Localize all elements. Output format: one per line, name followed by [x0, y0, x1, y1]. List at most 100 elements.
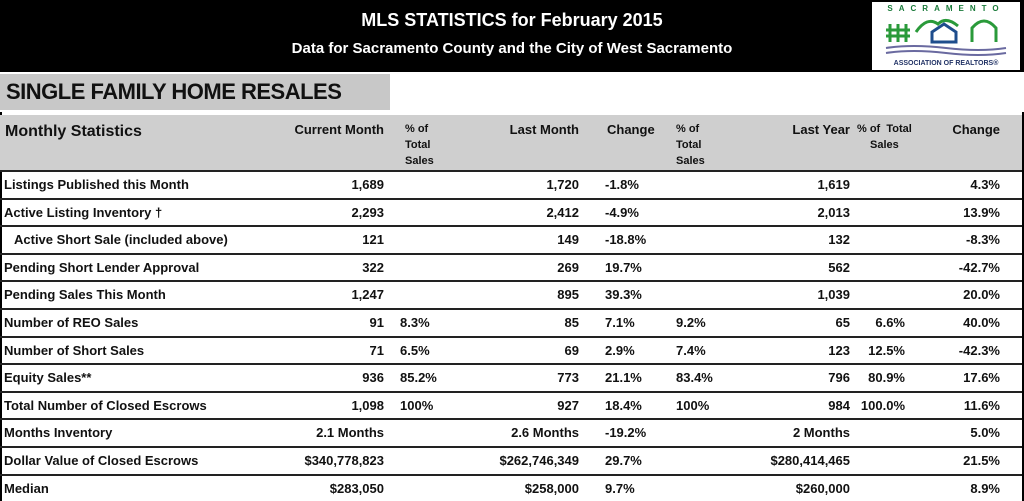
last-year-value: 562 — [828, 259, 850, 275]
col-header-pct-total-last-month: % of Total Sales — [676, 123, 705, 167]
row-label: Months Inventory — [4, 425, 113, 441]
change-vs-last-month: 19.7% — [605, 259, 642, 275]
last-year-pct-total: 12.5% — [868, 342, 905, 358]
last-year-pct-total: 6.6% — [875, 315, 905, 330]
row-label: Active Short Sale (included above) — [14, 232, 228, 248]
last-year-value: $280,414,465 — [770, 453, 850, 468]
row-label: Pending Short Lender Approval — [4, 259, 200, 275]
current-month-value: 71 — [369, 342, 384, 358]
change-vs-last-year: 17.6% — [963, 370, 1000, 386]
change-vs-last-year: 40.0% — [963, 315, 1000, 330]
change-vs-last-month: 18.4% — [605, 397, 642, 413]
current-month-value: 1,689 — [351, 177, 384, 192]
table-row: Pending Short Lender Approval 322 269 19.7%… — [0, 252, 1022, 280]
table-row: Total Number of Closed Escrows 1,098 100% 9… — [0, 390, 1022, 418]
row-label: Active Listing Inventory † — [4, 204, 163, 220]
col-header-change-last-year: Change — [952, 122, 1000, 137]
last-month-value: 85 — [564, 315, 579, 330]
row-label: Median — [4, 480, 49, 496]
change-vs-last-month: -19.2% — [605, 425, 647, 441]
row-label: Pending Sales This Month — [4, 287, 166, 303]
row-label: Equity Sales** — [4, 370, 92, 386]
change-vs-last-year: 13.9% — [963, 204, 1000, 220]
table-frame — [0, 112, 1024, 501]
last-month-value: 2.6 Months — [511, 425, 579, 441]
current-month-value: 1,098 — [351, 397, 384, 413]
table-row: Dollar Value of Closed Escrows $340,778,8… — [0, 446, 1022, 473]
report-subtitle: Data for Sacramento County and the City … — [291, 40, 733, 57]
section-title: SINGLE FAMILY HOME RESALES — [6, 79, 342, 104]
col-header-last-year: Last Year — [792, 122, 850, 137]
change-vs-last-year: 5.0% — [970, 425, 1000, 441]
last-year-value: 123 — [828, 342, 850, 358]
sacramento-realtors-logo: SACRAMENTO ASSOCIATION OF REALTORS® — [872, 2, 1020, 70]
table-row: Pending Sales This Month 1,247 895 39.3% 1,0… — [0, 280, 1022, 307]
last-month-pct-total: 9.2% — [676, 315, 706, 330]
last-month-value: 1,720 — [546, 177, 579, 192]
row-label: Dollar Value of Closed Escrows — [4, 453, 199, 468]
last-month-value: 927 — [557, 397, 579, 413]
change-vs-last-year: 20.0% — [963, 287, 1000, 303]
last-month-pct-total: 7.4% — [676, 342, 706, 358]
change-vs-last-month: -4.9% — [605, 204, 639, 220]
change-vs-last-month: -1.8% — [605, 177, 639, 192]
last-year-pct-total: 100.0% — [860, 397, 905, 413]
last-month-pct-total: 83.4% — [676, 370, 713, 386]
table-row: Listings Published this Month 1,689 1,720 -… — [0, 170, 1022, 197]
last-year-value: 984 — [828, 397, 850, 413]
section-title-box: SINGLE FAMILY HOME RESALES — [0, 74, 390, 110]
last-year-value: 1,619 — [817, 177, 850, 192]
current-month-value: 2,293 — [351, 204, 384, 220]
report-header: MLS STATISTICS for February 2015 Data fo… — [0, 0, 1024, 72]
col-header-pct-total-current: % of Total Sales — [405, 123, 434, 167]
last-month-value: 895 — [557, 287, 579, 303]
last-year-value: 2 Months — [792, 425, 850, 441]
table-row: Median $283,050 $258,000 9.7% $260,000 8.9% — [0, 473, 1022, 501]
last-year-value: 132 — [828, 232, 850, 248]
current-month-value: 1,247 — [351, 287, 384, 303]
last-month-value: 149 — [557, 232, 579, 248]
change-vs-last-year: 21.5% — [963, 453, 1000, 468]
table-row: Number of Short Sales 71 6.5% 69 2.9% 7.4% 123… — [0, 335, 1022, 363]
last-year-value: 796 — [828, 370, 850, 386]
table-header: Monthly Statistics Current Month % of To… — [0, 115, 1022, 170]
logo-skyline-icon — [885, 19, 1007, 56]
table-row: Equity Sales** 936 85.2% 773 21.1% 83.4% 796 80… — [0, 363, 1022, 390]
last-month-value: 773 — [557, 370, 579, 386]
change-vs-last-month: 7.1% — [605, 315, 635, 330]
change-vs-last-year: 4.3% — [970, 177, 1000, 192]
current-pct-total: 85.2% — [400, 370, 437, 386]
last-year-value: $260,000 — [795, 480, 850, 496]
change-vs-last-month: 9.7% — [605, 480, 635, 496]
col-header-label: Monthly Statistics — [5, 123, 142, 140]
table-row: Active Listing Inventory † 2,293 2,412 -4.9… — [0, 197, 1022, 225]
change-vs-last-year: -8.3% — [966, 232, 1000, 248]
last-year-value: 65 — [835, 315, 850, 330]
logo-bottom-text: ASSOCIATION OF REALTORS® — [893, 60, 999, 67]
change-vs-last-year: -42.7% — [958, 259, 1000, 275]
change-vs-last-month: 29.7% — [605, 453, 642, 468]
change-vs-last-month: -18.8% — [605, 232, 647, 248]
last-year-pct-total: 80.9% — [868, 370, 905, 386]
row-label: Listings Published this Month — [4, 177, 189, 192]
last-month-value: 2,412 — [546, 204, 579, 220]
current-month-value: 2.1 Months — [316, 425, 384, 441]
col-header-current-month: Current Month — [294, 122, 384, 137]
change-vs-last-year: -42.3% — [958, 342, 1000, 358]
table-row: Active Short Sale (included above) 121 149… — [0, 225, 1022, 252]
row-label: Total Number of Closed Escrows — [4, 397, 207, 413]
col-header-change-last-month: Change — [607, 122, 655, 137]
current-month-value: 121 — [362, 232, 384, 248]
report-title: MLS STATISTICS for February 2015 — [361, 10, 663, 30]
col-header-last-month: Last Month — [509, 122, 579, 137]
last-month-pct-total: 100% — [676, 397, 710, 413]
change-vs-last-month: 21.1% — [605, 370, 642, 386]
current-month-value: $340,778,823 — [304, 453, 384, 468]
row-label: Number of REO Sales — [4, 315, 139, 330]
change-vs-last-month: 2.9% — [605, 342, 635, 358]
current-month-value: 936 — [362, 370, 384, 386]
row-label: Number of Short Sales — [4, 342, 145, 358]
current-month-value: 91 — [369, 315, 384, 330]
last-month-value: $262,746,349 — [499, 453, 579, 468]
last-month-value: $258,000 — [524, 480, 579, 496]
